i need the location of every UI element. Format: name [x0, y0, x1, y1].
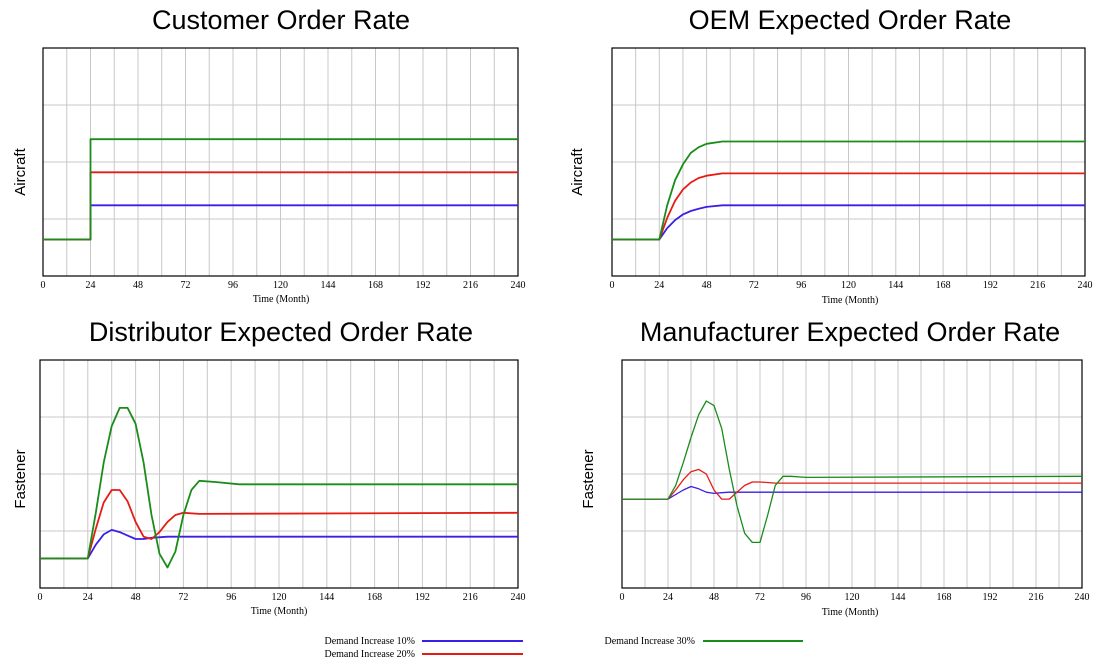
x-tick-label: 24: [86, 280, 96, 291]
x-tick-label: 120: [845, 592, 860, 603]
x-tick-label: 168: [367, 592, 382, 603]
x-tick-label: 96: [226, 592, 236, 603]
x-tick-label: 120: [272, 592, 287, 603]
panel-2-title: OEM Expected Order Rate: [689, 5, 1012, 35]
series-line-3: [612, 140, 1085, 241]
x-tick-label: 144: [319, 592, 334, 603]
x-tick-label: 192: [983, 280, 998, 291]
legend-label-10: Demand Increase 10%: [324, 636, 415, 647]
plot-frame: [39, 359, 519, 589]
x-tick-label: 144: [891, 592, 906, 603]
legend: Demand Increase 10% Demand Increase 20% …: [324, 636, 803, 660]
series-line-3: [622, 400, 1083, 544]
x-tick-label: 192: [416, 280, 431, 291]
plot-frame: [611, 47, 1086, 277]
x-tick-label: 72: [181, 280, 191, 291]
legend-label-20: Demand Increase 20%: [324, 649, 415, 660]
x-tick-label: 168: [368, 280, 383, 291]
x-tick-label: 120: [273, 280, 288, 291]
panel-3-title: Distributor Expected Order Rate: [89, 317, 473, 347]
x-tick-label: 120: [841, 280, 856, 291]
x-tick-label: 96: [228, 280, 238, 291]
panel-1-title: Customer Order Rate: [152, 5, 410, 35]
panel-3-xlabel: Time (Month): [251, 606, 308, 617]
series-line-3: [43, 138, 518, 241]
x-tick-label: 216: [463, 280, 478, 291]
plot-frame: [42, 47, 519, 277]
panel-3-plot: 0 24 48 72 96 120 144 168 192 216 240: [38, 359, 526, 603]
x-tick-label: 168: [936, 280, 951, 291]
panel-3-ylabel: Fastener: [12, 449, 29, 508]
series-line-1: [622, 485, 1082, 500]
panel-2-xlabel: Time (Month): [822, 295, 879, 306]
series-line-2: [40, 489, 519, 560]
x-tick-label: 48: [702, 280, 712, 291]
panel-1-xlabel: Time (Month): [253, 294, 310, 305]
x-tick-label: 0: [41, 280, 46, 291]
x-tick-label: 216: [463, 592, 478, 603]
series-line-2: [622, 468, 1082, 500]
x-tick-label: 96: [801, 592, 811, 603]
x-tick-label: 240: [511, 280, 526, 291]
x-tick-label: 48: [709, 592, 719, 603]
panel-1-ylabel: Aircraft: [12, 147, 29, 195]
x-tick-label: 24: [654, 280, 664, 291]
x-tick-label: 240: [511, 592, 526, 603]
legend-label-30: Demand Increase 30%: [604, 636, 695, 647]
panel-2-plot: 0 24 48 72 96 120 144 168 192 216 240: [610, 47, 1093, 291]
panel-4-title: Manufacturer Expected Order Rate: [640, 317, 1060, 347]
x-tick-label: 0: [38, 592, 43, 603]
x-tick-label: 0: [610, 280, 615, 291]
panel-4-plot: 0 24 48 72 96 120 144 168 192 216 240: [620, 359, 1090, 603]
x-tick-label: 192: [415, 592, 430, 603]
x-tick-label: 72: [755, 592, 765, 603]
panel-4-xlabel: Time (Month): [822, 607, 879, 618]
x-tick-label: 216: [1030, 280, 1045, 291]
plot-frame: [621, 359, 1083, 589]
series-line-3: [40, 407, 518, 569]
panel-1-plot: 0 24 48 72 96 120 144 168 192 216 240: [41, 47, 526, 291]
x-tick-label: 24: [83, 592, 93, 603]
x-tick-label: 0: [620, 592, 625, 603]
series-line-1: [612, 204, 1085, 241]
x-tick-label: 48: [131, 592, 141, 603]
series-line-2: [612, 172, 1085, 241]
x-tick-label: 144: [888, 280, 903, 291]
x-tick-label: 24: [663, 592, 673, 603]
panel-4-ylabel: Fastener: [580, 449, 597, 508]
x-tick-label: 96: [796, 280, 806, 291]
panel-2-ylabel: Aircraft: [569, 147, 586, 195]
x-tick-label: 216: [1029, 592, 1044, 603]
x-tick-label: 168: [937, 592, 952, 603]
x-tick-label: 72: [749, 280, 759, 291]
x-tick-label: 240: [1078, 280, 1093, 291]
x-tick-label: 240: [1075, 592, 1090, 603]
x-tick-label: 144: [321, 280, 336, 291]
x-tick-label: 48: [133, 280, 143, 291]
x-tick-label: 192: [983, 592, 998, 603]
x-tick-label: 72: [178, 592, 188, 603]
